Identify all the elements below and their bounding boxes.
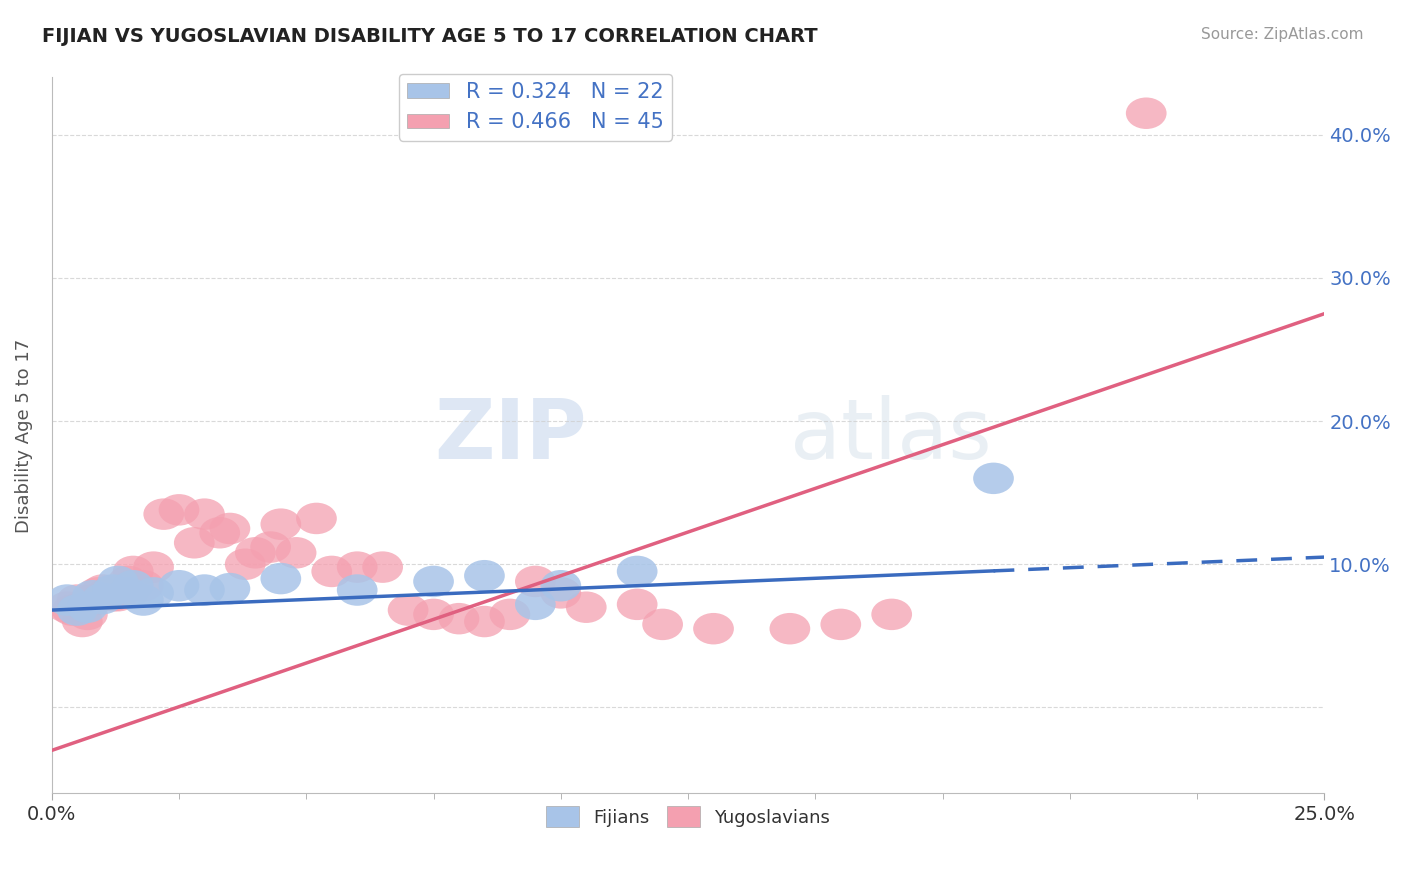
Ellipse shape (134, 551, 174, 582)
Ellipse shape (184, 574, 225, 606)
Ellipse shape (112, 556, 153, 587)
Ellipse shape (83, 582, 122, 615)
Ellipse shape (311, 556, 352, 587)
Text: FIJIAN VS YUGOSLAVIAN DISABILITY AGE 5 TO 17 CORRELATION CHART: FIJIAN VS YUGOSLAVIAN DISABILITY AGE 5 T… (42, 27, 818, 45)
Ellipse shape (693, 613, 734, 644)
Ellipse shape (72, 584, 112, 615)
Ellipse shape (337, 551, 378, 582)
Ellipse shape (174, 527, 215, 558)
Ellipse shape (297, 503, 337, 534)
Legend: Fijians, Yugoslavians: Fijians, Yugoslavians (538, 799, 838, 834)
Ellipse shape (62, 606, 103, 637)
Ellipse shape (112, 570, 153, 601)
Ellipse shape (83, 574, 122, 606)
Text: Source: ZipAtlas.com: Source: ZipAtlas.com (1201, 27, 1364, 42)
Y-axis label: Disability Age 5 to 17: Disability Age 5 to 17 (15, 338, 32, 533)
Ellipse shape (1126, 97, 1167, 129)
Ellipse shape (122, 584, 163, 615)
Ellipse shape (250, 532, 291, 563)
Ellipse shape (77, 577, 118, 608)
Ellipse shape (617, 556, 658, 587)
Ellipse shape (413, 566, 454, 597)
Ellipse shape (108, 577, 149, 608)
Ellipse shape (67, 599, 108, 630)
Ellipse shape (515, 566, 555, 597)
Ellipse shape (617, 589, 658, 620)
Ellipse shape (276, 537, 316, 568)
Ellipse shape (52, 594, 93, 626)
Ellipse shape (388, 594, 429, 626)
Ellipse shape (260, 563, 301, 594)
Ellipse shape (97, 566, 138, 597)
Ellipse shape (489, 599, 530, 630)
Ellipse shape (209, 573, 250, 605)
Ellipse shape (769, 613, 810, 644)
Text: ZIP: ZIP (434, 395, 586, 476)
Ellipse shape (97, 580, 138, 612)
Ellipse shape (87, 577, 128, 608)
Ellipse shape (643, 608, 683, 640)
Ellipse shape (122, 570, 163, 601)
Ellipse shape (143, 499, 184, 530)
Ellipse shape (821, 608, 860, 640)
Ellipse shape (209, 513, 250, 544)
Ellipse shape (439, 603, 479, 634)
Ellipse shape (200, 517, 240, 549)
Ellipse shape (56, 594, 97, 626)
Ellipse shape (72, 580, 112, 612)
Ellipse shape (134, 577, 174, 608)
Ellipse shape (337, 574, 378, 606)
Ellipse shape (93, 580, 134, 612)
Ellipse shape (46, 591, 87, 623)
Ellipse shape (872, 599, 912, 630)
Ellipse shape (363, 551, 404, 582)
Ellipse shape (225, 549, 266, 580)
Ellipse shape (565, 591, 606, 623)
Ellipse shape (413, 599, 454, 630)
Ellipse shape (235, 537, 276, 568)
Text: atlas: atlas (790, 395, 991, 476)
Ellipse shape (56, 584, 97, 615)
Ellipse shape (159, 570, 200, 601)
Ellipse shape (93, 574, 134, 606)
Ellipse shape (260, 508, 301, 540)
Ellipse shape (464, 606, 505, 637)
Ellipse shape (184, 499, 225, 530)
Ellipse shape (159, 494, 200, 525)
Ellipse shape (540, 577, 581, 608)
Ellipse shape (108, 566, 149, 597)
Ellipse shape (973, 463, 1014, 494)
Ellipse shape (67, 591, 108, 623)
Ellipse shape (464, 560, 505, 591)
Ellipse shape (46, 584, 87, 615)
Ellipse shape (515, 589, 555, 620)
Ellipse shape (540, 570, 581, 601)
